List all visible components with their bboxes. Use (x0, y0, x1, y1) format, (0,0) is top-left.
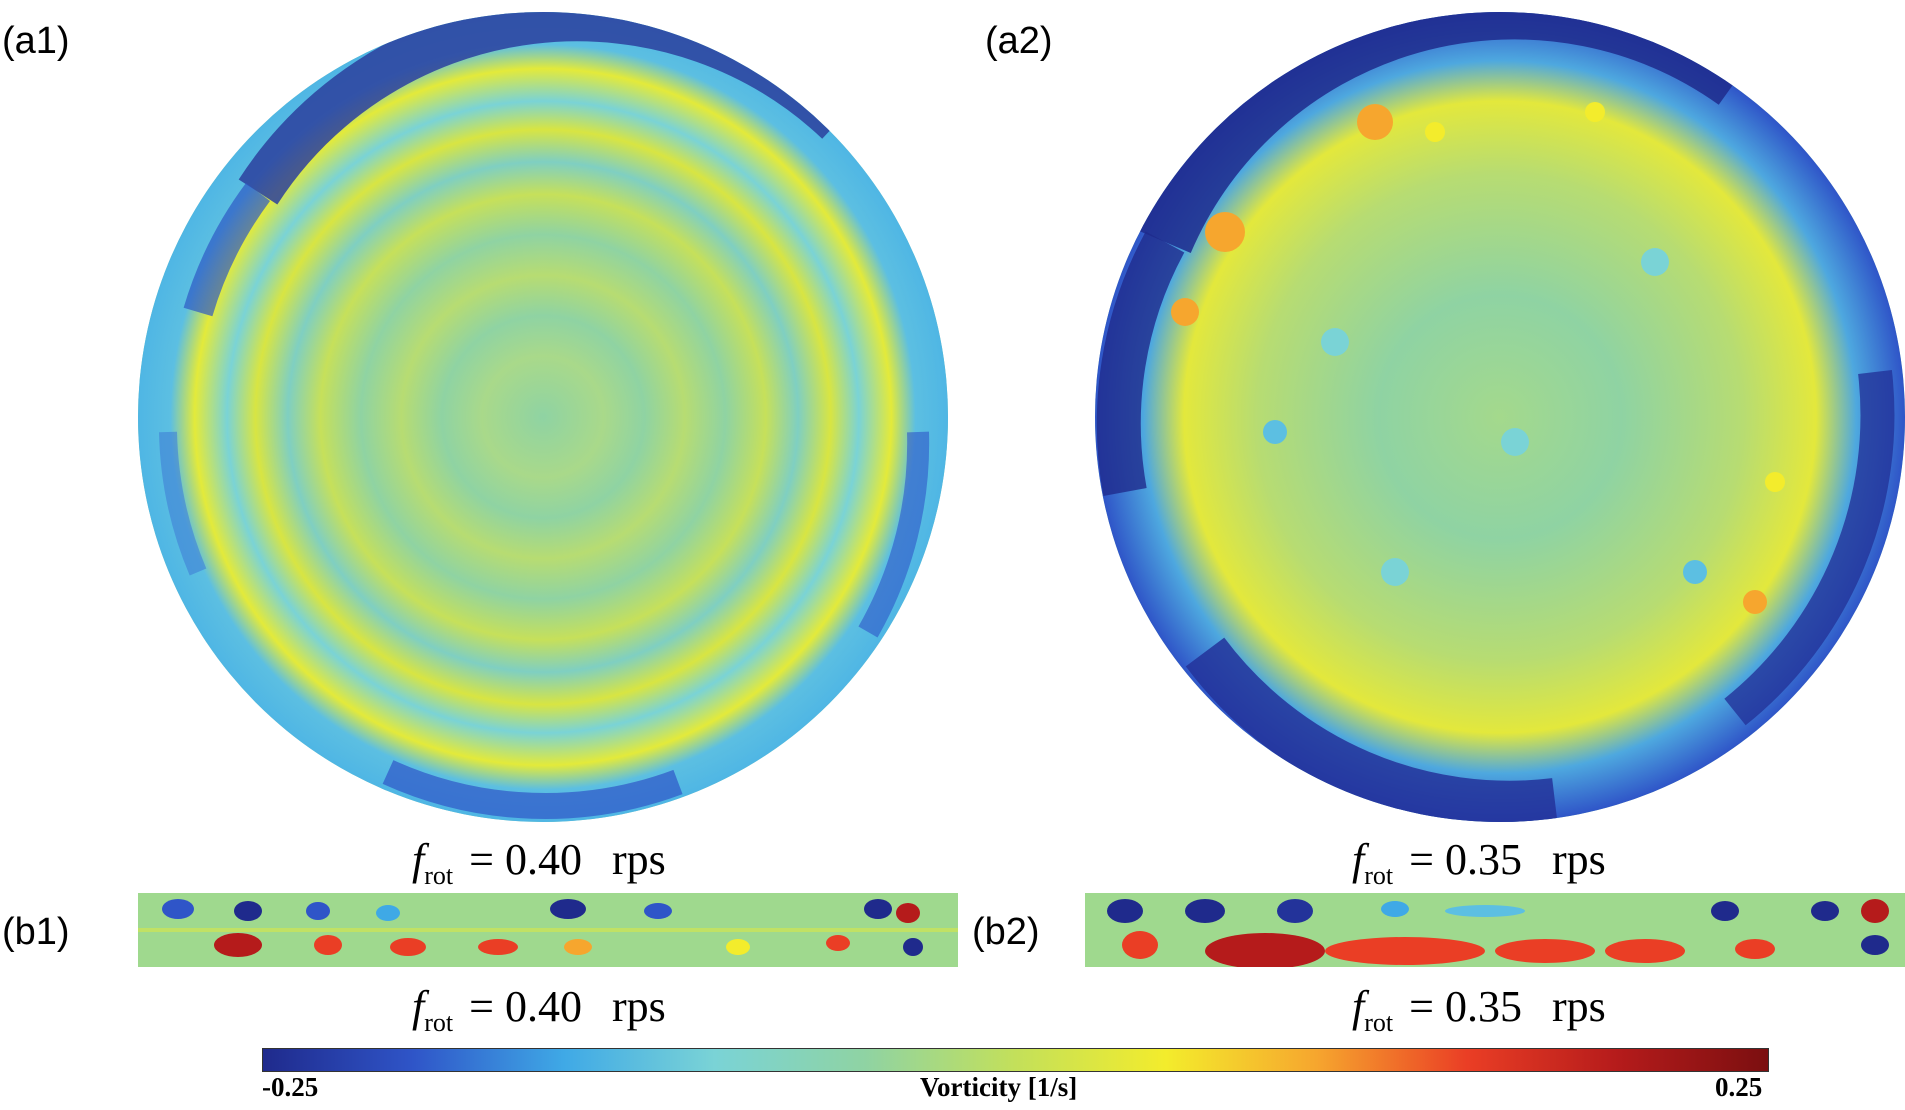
caption-a2: frot = 0.35 rps (1352, 835, 1606, 889)
caption-b2-symbol: f (1352, 982, 1365, 1031)
vorticity-disk-a1 (138, 12, 948, 822)
caption-b2-value: = 0.35 (1409, 982, 1522, 1031)
vorticity-strip-b2 (1085, 893, 1905, 967)
caption-b1-subscript: rot (424, 1008, 454, 1037)
caption-a1-value: = 0.40 (469, 835, 582, 884)
caption-b2: frot = 0.35 rps (1352, 982, 1606, 1036)
caption-a1-symbol: f (412, 835, 425, 884)
vorticity-colorbar (262, 1048, 1769, 1072)
vorticity-disk-a2 (1095, 12, 1905, 822)
colorbar-max-label: 0.25 (1715, 1072, 1763, 1102)
caption-a1-unit: rps (611, 835, 666, 884)
caption-b1-value: = 0.40 (469, 982, 582, 1031)
caption-b1-unit: rps (611, 982, 666, 1031)
colorbar-title: Vorticity [1/s] (920, 1072, 1078, 1102)
caption-a2-unit: rps (1551, 835, 1606, 884)
vorticity-strip-b1 (138, 893, 958, 967)
caption-a1-subscript: rot (424, 861, 454, 890)
caption-a2-symbol: f (1352, 835, 1365, 884)
panel-label-a1: (a1) (2, 20, 70, 62)
panel-label-b2: (b2) (972, 911, 1040, 953)
caption-b1: frot = 0.40 rps (412, 982, 666, 1036)
caption-b1-symbol: f (412, 982, 425, 1031)
panel-label-a2: (a2) (985, 20, 1053, 62)
caption-a1: frot = 0.40 rps (412, 835, 666, 889)
caption-a2-value: = 0.35 (1409, 835, 1522, 884)
caption-b2-unit: rps (1551, 982, 1606, 1031)
panel-label-b1: (b1) (2, 911, 70, 953)
colorbar-min-label: -0.25 (262, 1072, 319, 1102)
caption-b2-subscript: rot (1364, 1008, 1394, 1037)
caption-a2-subscript: rot (1364, 861, 1394, 890)
